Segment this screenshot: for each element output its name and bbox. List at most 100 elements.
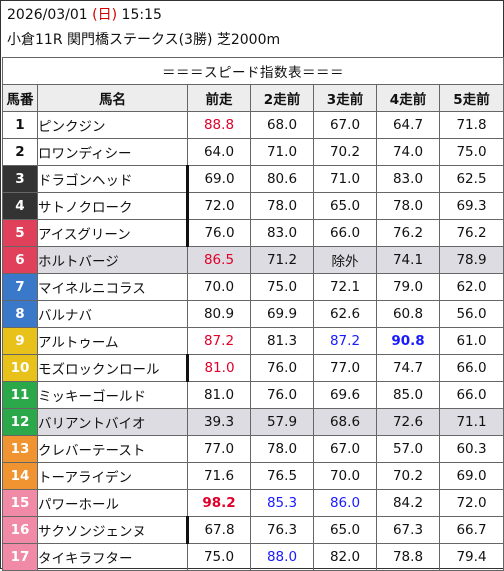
horse-name: ピンクジン <box>37 111 188 139</box>
speed-index-cell: 69.3 <box>438 192 504 220</box>
speed-index-cell: 80.9 <box>187 300 251 328</box>
speed-index-cell: 98.2 <box>187 489 251 517</box>
speed-index-cell: 71.0 <box>313 165 377 193</box>
speed-index-cell: 68.0 <box>250 111 314 139</box>
speed-index-cell: 83.0 <box>250 219 314 247</box>
speed-index-cell: 71.8 <box>438 111 504 139</box>
table-row: 3 ドラゴンヘッド 69.0 80.6 71.0 83.0 62.5 <box>2 165 504 193</box>
speed-index-cell: 71.2 <box>250 246 314 274</box>
horse-name: バルナバ <box>37 300 188 328</box>
speed-index-cell: 69.0 <box>187 165 251 193</box>
horse-name: アルトゥーム <box>37 327 188 355</box>
table-row: 2 ロワンディシー 64.0 71.0 70.2 74.0 75.0 <box>2 138 504 166</box>
speed-index-cell: 66.7 <box>438 516 504 544</box>
table-row: 15 パワーホール 98.2 85.3 86.0 84.2 72.0 <box>2 489 504 517</box>
speed-index-cell: 62.0 <box>438 273 504 301</box>
speed-index-cell: 57.9 <box>250 408 314 436</box>
header-horse-name: 馬名 <box>37 84 188 112</box>
horse-name: モズロックンロール <box>37 354 189 382</box>
speed-index-cell: 57.0 <box>376 435 440 463</box>
speed-index-cell: 68.6 <box>313 408 377 436</box>
horse-name: ミッキーゴールド <box>37 381 188 409</box>
speed-index-cell: 74.0 <box>376 138 440 166</box>
speed-index-cell: 72.6 <box>376 408 440 436</box>
table-row: 14 トーアライデン 71.6 76.5 70.0 70.2 69.0 <box>2 462 504 490</box>
table-row: 4 サトノクローク 72.0 78.0 65.0 78.0 69.3 <box>2 192 504 220</box>
speed-index-cell: 75.0 <box>187 543 251 571</box>
speed-index-cell: 69.9 <box>250 300 314 328</box>
horse-number: 17 <box>2 543 38 571</box>
table-row: 17 タイキラフター 75.0 88.0 82.0 78.8 79.4 <box>2 543 504 571</box>
speed-index-cell: 66.0 <box>313 219 377 247</box>
speed-index-cell: 67.8 <box>187 516 251 544</box>
speed-index-cell: 66.0 <box>438 354 504 382</box>
horse-name: ホルトバージ <box>37 246 188 274</box>
speed-index-cell: 87.2 <box>187 327 251 355</box>
header-3-races-ago: 3走前 <box>313 84 377 112</box>
header-last-race: 前走 <box>187 84 251 112</box>
speed-index-cell: 56.0 <box>438 300 504 328</box>
speed-index-cell: 74.1 <box>376 246 440 274</box>
speed-index-cell: 66.0 <box>438 381 504 409</box>
table-row: 11 ミッキーゴールド 81.0 76.0 69.6 85.0 66.0 <box>2 381 504 409</box>
horse-name: アイスグリーン <box>37 219 189 247</box>
horse-name: ロワンディシー <box>37 138 188 166</box>
speed-index-cell: 81.0 <box>187 381 251 409</box>
speed-index-cell: 76.5 <box>250 462 314 490</box>
horse-number: 14 <box>2 462 38 490</box>
horse-number: 7 <box>2 273 38 301</box>
table-row: 16 サクソンジェンヌ 67.8 76.3 65.0 67.3 66.7 <box>2 516 504 544</box>
table-row: 5 アイスグリーン 76.0 83.0 66.0 76.2 76.2 <box>2 219 504 247</box>
speed-index-cell: 60.3 <box>438 435 504 463</box>
horse-number: 16 <box>2 516 38 544</box>
speed-index-cell: 75.0 <box>250 273 314 301</box>
speed-index-cell: 85.3 <box>250 489 314 517</box>
speed-index-cell: 82.0 <box>313 543 377 571</box>
table-row: 8 バルナバ 80.9 69.9 62.6 60.8 56.0 <box>2 300 504 328</box>
speed-index-cell: 72.1 <box>313 273 377 301</box>
horse-number: 15 <box>2 489 38 517</box>
speed-index-cell: 88.0 <box>250 543 314 571</box>
speed-index-cell: 67.3 <box>376 516 440 544</box>
speed-index-cell: 62.6 <box>313 300 377 328</box>
speed-index-cell: 77.0 <box>187 435 251 463</box>
horse-number: 2 <box>2 138 38 166</box>
table-row: 10 モズロックンロール 81.0 76.0 77.0 74.7 66.0 <box>2 354 504 382</box>
speed-index-cell: 81.3 <box>250 327 314 355</box>
speed-index-cell: 83.0 <box>376 165 440 193</box>
horse-name: タイキラフター <box>37 543 188 571</box>
speed-index-cell: 87.2 <box>313 327 377 355</box>
header-4-races-ago: 4走前 <box>376 84 440 112</box>
header-5-races-ago: 5走前 <box>438 84 504 112</box>
speed-index-cell: 64.0 <box>187 138 251 166</box>
speed-index-cell: 79.4 <box>438 543 504 571</box>
speed-index-cell: 77.0 <box>313 354 377 382</box>
speed-index-cell: 75.0 <box>438 138 504 166</box>
horse-number: 12 <box>2 408 38 436</box>
speed-index-cell: 76.2 <box>376 219 440 247</box>
speed-index-cell: 76.0 <box>187 219 251 247</box>
header-2-races-ago: 2走前 <box>250 84 314 112</box>
horse-number: 9 <box>2 327 38 355</box>
speed-index-cell: 80.6 <box>250 165 314 193</box>
horse-name: パワーホール <box>37 489 188 517</box>
table-row: 6 ホルトバージ 86.5 71.2 除外 74.1 78.9 <box>2 246 504 274</box>
speed-index-cell: 71.1 <box>438 408 504 436</box>
speed-index-cell: 78.8 <box>376 543 440 571</box>
horse-name: サトノクローク <box>37 192 189 220</box>
horse-number: 6 <box>2 246 38 274</box>
race-date: 2026/03/01 <box>7 7 88 23</box>
speed-index-cell: 62.5 <box>438 165 504 193</box>
horse-number: 3 <box>2 165 38 193</box>
speed-index-cell: 76.0 <box>250 381 314 409</box>
horse-name: サクソンジェンヌ <box>37 516 189 544</box>
speed-index-cell: 69.0 <box>438 462 504 490</box>
speed-index-cell: 86.0 <box>313 489 377 517</box>
speed-index-cell: 78.0 <box>250 435 314 463</box>
horse-number: 5 <box>2 219 38 247</box>
horse-number: 1 <box>2 111 38 139</box>
speed-index-cell: 71.6 <box>187 462 251 490</box>
horse-name: クレバーテースト <box>37 435 188 463</box>
table-row: 12 バリアントバイオ 39.3 57.9 68.6 72.6 71.1 <box>2 408 504 436</box>
